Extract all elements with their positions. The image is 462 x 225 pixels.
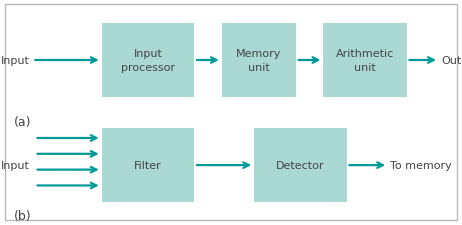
Text: Memory
unit: Memory unit [236, 49, 281, 72]
Bar [102, 128, 194, 202]
Bar [254, 128, 346, 202]
Text: Arithmetic
unit: Arithmetic unit [336, 49, 394, 72]
Text: Input: Input [1, 160, 30, 170]
Bar [102, 24, 194, 98]
Text: Input: Input [1, 56, 30, 66]
Text: Input
processor: Input processor [121, 49, 175, 72]
Text: (b): (b) [14, 209, 31, 223]
Bar [323, 24, 407, 98]
Text: (a): (a) [14, 115, 31, 128]
Text: Filter: Filter [134, 160, 162, 170]
Bar [222, 24, 296, 98]
Text: Detector: Detector [276, 160, 324, 170]
Text: Output: Output [441, 56, 462, 66]
Text: To memory: To memory [390, 160, 452, 170]
